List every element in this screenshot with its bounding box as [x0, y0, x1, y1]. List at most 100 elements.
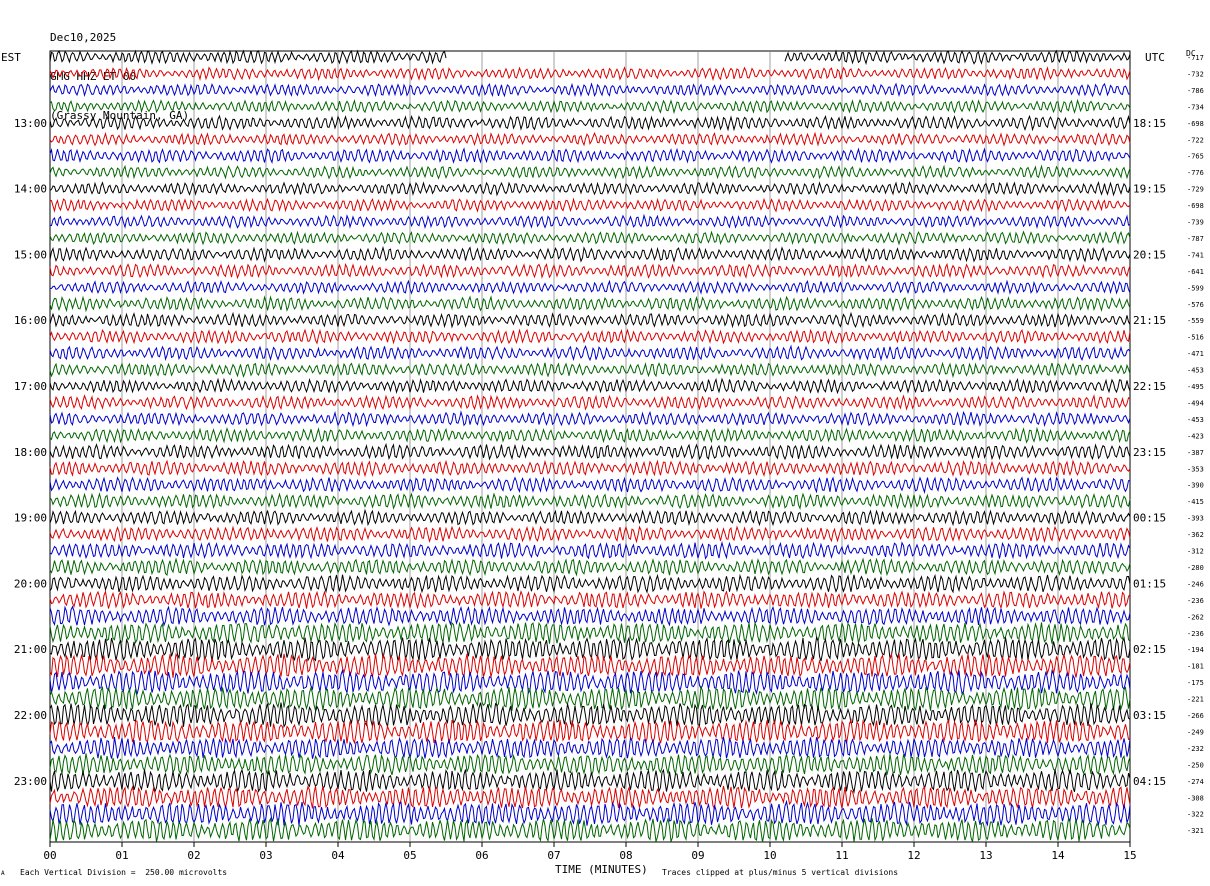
- dc-offset-label: -312: [1187, 548, 1204, 556]
- x-tick-label: 00: [43, 849, 56, 862]
- dc-offset-label: -362: [1187, 531, 1204, 539]
- seismic-trace: [49, 82, 1131, 98]
- dc-offset-label: -576: [1187, 301, 1204, 309]
- x-tick-label: 14: [1051, 849, 1065, 862]
- dc-offset-label: -393: [1187, 515, 1204, 523]
- seismic-trace: [49, 525, 1131, 544]
- seismic-trace: [49, 344, 1131, 362]
- dc-offset-label: -308: [1187, 794, 1204, 802]
- seismic-trace: [49, 768, 1131, 794]
- dc-offset-label: -698: [1187, 202, 1204, 210]
- seismic-trace: [49, 573, 1131, 594]
- x-tick-label: 04: [331, 849, 345, 862]
- seismic-trace: [49, 736, 1131, 759]
- dc-offset-label: -471: [1187, 350, 1204, 358]
- left-hour-label: 20:00: [14, 577, 47, 590]
- left-hour-label: 17:00: [14, 380, 47, 393]
- seismic-trace: [49, 262, 1131, 280]
- seismic-trace: [49, 605, 1131, 627]
- x-tick-label: 01: [115, 849, 128, 862]
- seismic-trace: [49, 361, 1131, 379]
- dc-offset-label: -266: [1187, 712, 1204, 720]
- dc-offset-label: -494: [1187, 399, 1204, 407]
- left-hour-label: 16:00: [14, 314, 47, 327]
- dc-offset-label: -249: [1187, 728, 1204, 736]
- right-hour-label: 04:15: [1133, 775, 1166, 788]
- dc-offset-label: -698: [1187, 120, 1204, 128]
- seismic-trace: [49, 702, 1131, 729]
- left-hour-label: 23:00: [14, 775, 47, 788]
- dc-offset-label: -599: [1187, 284, 1204, 292]
- x-tick-label: 11: [835, 849, 848, 862]
- x-tick-label: 03: [259, 849, 272, 862]
- dc-offset-label: -415: [1187, 498, 1204, 506]
- x-tick-label: 08: [619, 849, 632, 862]
- dc-offset-label: -786: [1187, 87, 1204, 95]
- seismic-trace: [49, 753, 1131, 776]
- dc-offset-label: -322: [1187, 811, 1204, 819]
- dc-offset-label: -181: [1187, 663, 1204, 671]
- left-hour-label: 18:00: [14, 446, 47, 459]
- dc-offset-label: -495: [1187, 383, 1204, 391]
- x-tick-label: 09: [691, 849, 704, 862]
- seismic-trace: [49, 66, 1131, 82]
- seismic-trace: [49, 295, 1131, 313]
- seismic-trace: [49, 508, 1131, 527]
- x-tick-label: 06: [475, 849, 488, 862]
- seismic-trace: [49, 635, 1131, 662]
- seismic-trace: [49, 540, 1131, 560]
- seismic-trace: [49, 180, 1131, 197]
- dc-offset-label: -787: [1187, 235, 1204, 243]
- dc-offset-label: -236: [1187, 630, 1204, 638]
- seismic-trace: [49, 328, 1131, 345]
- scale-note: Each Vertical Division = 250.00 microvol…: [20, 868, 228, 877]
- left-hour-label: 15:00: [14, 248, 47, 261]
- plot-frame: [49, 50, 1131, 843]
- x-tick-label: 13: [979, 849, 992, 862]
- seismic-trace: [49, 394, 1131, 411]
- dc-offset-label: -734: [1187, 103, 1204, 111]
- dc-offset-label: -559: [1187, 317, 1204, 325]
- dc-offset-label: -765: [1187, 153, 1204, 161]
- seismic-trace: [49, 410, 1131, 428]
- seismic-trace: [49, 49, 1131, 66]
- dc-offset-label: -280: [1187, 564, 1204, 572]
- dc-offset-label: -741: [1187, 251, 1204, 259]
- right-timezone-label: UTC: [1145, 51, 1165, 64]
- seismic-trace: [49, 652, 1131, 678]
- dc-offset-label: -776: [1187, 169, 1204, 177]
- seismic-trace: [49, 279, 1131, 295]
- right-hour-label: 01:15: [1133, 577, 1166, 590]
- date-label: Dec10,2025: [50, 31, 117, 44]
- dc-offset-label: -246: [1187, 580, 1204, 588]
- seismic-trace: [49, 164, 1131, 180]
- seismic-trace: [49, 668, 1131, 695]
- seismic-trace: [49, 114, 1131, 132]
- left-timezone-label: EST: [1, 51, 21, 64]
- seismic-trace: [49, 131, 1131, 147]
- right-hour-label: 20:15: [1133, 248, 1166, 261]
- dc-offset-label: -453: [1187, 416, 1204, 424]
- dc-offset-label: -221: [1187, 696, 1204, 704]
- dc-offset-label: -175: [1187, 679, 1204, 687]
- left-hour-label: 19:00: [14, 512, 47, 525]
- x-axis-title: TIME (MINUTES): [555, 863, 648, 876]
- seismic-trace: [49, 476, 1131, 495]
- right-hour-label: 22:15: [1133, 380, 1166, 393]
- right-hour-label: 02:15: [1133, 643, 1166, 656]
- right-hour-label: 18:15: [1133, 117, 1166, 130]
- dc-offset-label: -194: [1187, 646, 1204, 654]
- dc-offset-label: -353: [1187, 465, 1204, 473]
- x-tick-label: 07: [547, 849, 560, 862]
- x-tick-label: 02: [187, 849, 200, 862]
- seismic-trace: [49, 589, 1131, 610]
- seismic-trace: [49, 557, 1131, 577]
- seismic-trace: [49, 245, 1131, 263]
- dc-offset-label: -717: [1187, 54, 1204, 62]
- right-hour-label: 21:15: [1133, 314, 1166, 327]
- seismic-trace: [49, 230, 1131, 246]
- seismic-trace: [49, 442, 1131, 461]
- seismic-trace: [49, 147, 1131, 164]
- seismic-trace: [49, 799, 1131, 827]
